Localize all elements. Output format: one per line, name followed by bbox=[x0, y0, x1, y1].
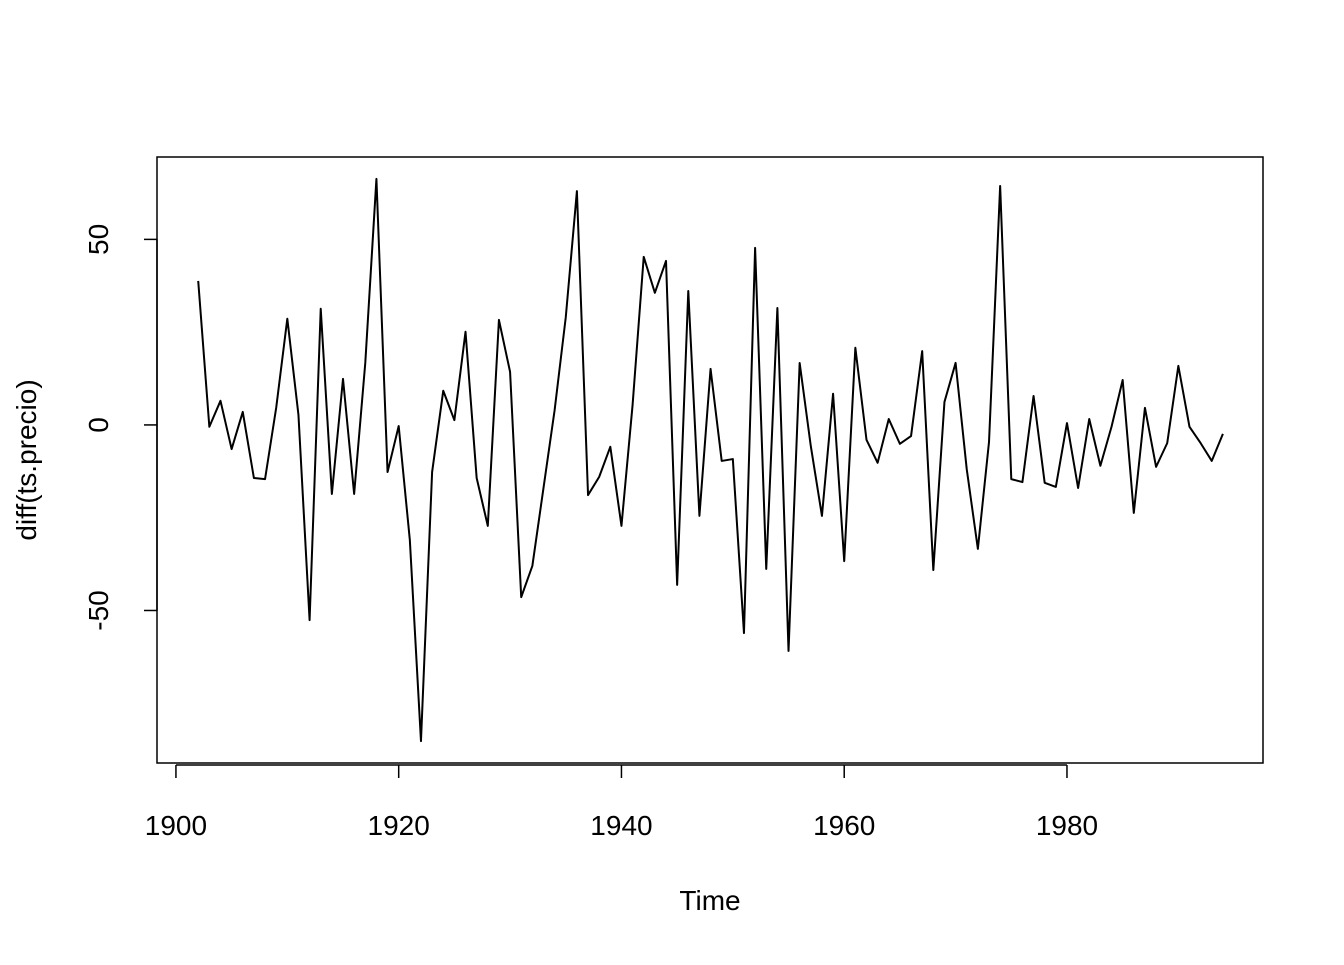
x-tick-label: 1960 bbox=[813, 810, 875, 841]
x-tick-label: 1920 bbox=[368, 810, 430, 841]
y-tick-label: 50 bbox=[83, 224, 114, 255]
series-line bbox=[197, 177, 1224, 743]
y-tick-label: -50 bbox=[83, 590, 114, 630]
x-tick-label: 1980 bbox=[1036, 810, 1098, 841]
y-tick-label: 0 bbox=[83, 417, 114, 433]
x-tick-label: 1940 bbox=[590, 810, 652, 841]
x-axis-title: Time bbox=[679, 885, 740, 916]
y-axis-title: diff(ts.precio) bbox=[11, 379, 42, 540]
x-tick-label: 1900 bbox=[145, 810, 207, 841]
